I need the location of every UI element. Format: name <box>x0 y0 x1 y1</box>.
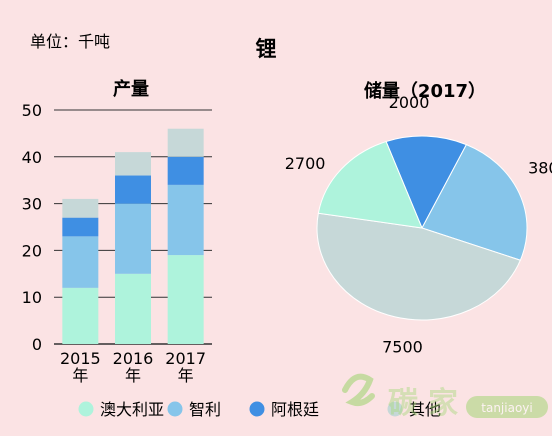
legend-swatch-argentina <box>249 401 265 417</box>
legend-swatch-other <box>387 401 403 417</box>
pie-slice-chile <box>421 143 528 261</box>
unit-label: 单位：千吨 <box>30 32 110 51</box>
x-tick-label: 年 <box>125 366 141 385</box>
bar-segment-australia <box>62 287 99 344</box>
y-tick-label: 40 <box>22 148 42 167</box>
bar-segment-other <box>167 128 204 157</box>
main-title: 锂 <box>256 37 277 61</box>
pie-slice-australia <box>317 140 423 229</box>
y-tick-label: 20 <box>22 241 42 260</box>
svg-text:tanjiaoyi: tanjiaoyi <box>481 401 532 415</box>
legend-swatch-australia <box>78 401 94 417</box>
legend-swatch-chile <box>167 401 183 417</box>
pie-slice-argentina <box>385 135 468 230</box>
x-tick-label: 年 <box>72 366 88 385</box>
legend-label-chile: 智利 <box>189 400 221 419</box>
bar-segment-australia <box>115 273 151 344</box>
x-tick-label: 2016 <box>113 349 154 368</box>
pie-label-argentina: 2000 <box>389 93 430 112</box>
pie-label-other: 7500 <box>382 338 423 357</box>
bar-segment-other <box>62 198 99 218</box>
x-tick-label: 2017 <box>165 349 206 368</box>
pie-slices <box>316 135 528 321</box>
bar-segment-australia <box>167 255 204 344</box>
x-tick-label: 年 <box>178 366 194 385</box>
pie-label-australia: 2700 <box>285 154 326 173</box>
bar-segment-chile <box>62 236 99 288</box>
pie-chart-title: 储量（2017） <box>363 80 486 102</box>
reserves-pie-chart: 储量（2017） 2000 3800 7500 2700 <box>285 80 552 357</box>
watermark-logo: 碳 家 tanjiaoyi <box>342 373 548 421</box>
legend: 澳大利亚 智利 阿根廷 其他 <box>78 400 441 419</box>
y-tick-label: 0 <box>32 335 42 354</box>
x-tick-label: 2015 <box>60 349 101 368</box>
legend-label-other: 其他 <box>409 400 441 419</box>
y-tick-label: 30 <box>22 195 42 214</box>
bar-marks <box>62 128 204 344</box>
legend-label-argentina: 阿根廷 <box>271 400 319 419</box>
bar-chart-title: 产量 <box>113 78 149 100</box>
y-tick-label: 10 <box>22 288 42 307</box>
bar-segment-argentina <box>115 175 151 204</box>
svg-text:碳: 碳 <box>388 386 419 421</box>
pie-labels: 2000 3800 7500 2700 <box>285 93 552 356</box>
bar-y-ticks: 0 10 20 30 40 50 <box>22 101 42 354</box>
legend-label-australia: 澳大利亚 <box>100 400 164 419</box>
bar-segment-argentina <box>62 217 99 237</box>
pie-slice-other <box>316 212 522 321</box>
bar-segment-argentina <box>167 156 204 185</box>
bar-segment-chile <box>167 184 204 256</box>
bar-segment-chile <box>115 203 151 274</box>
svg-text:家: 家 <box>428 386 458 421</box>
pie-label-chile: 3800 <box>528 158 552 177</box>
y-tick-label: 50 <box>22 101 42 120</box>
bar-segment-other <box>115 152 151 176</box>
